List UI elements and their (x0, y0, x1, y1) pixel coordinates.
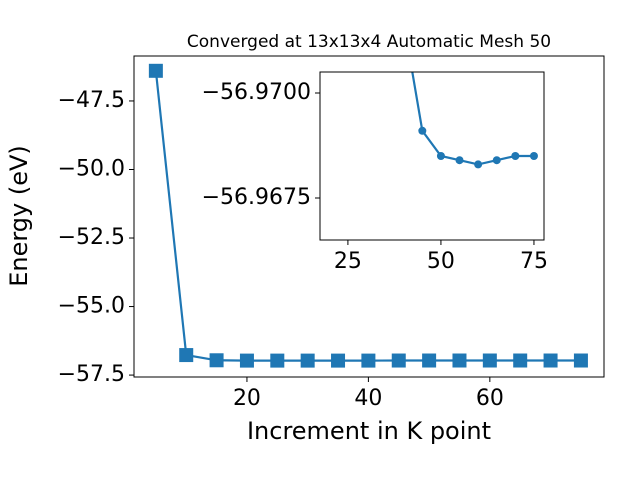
marker (474, 160, 483, 169)
x-tick-label: 25 (334, 249, 362, 274)
chart-title: Converged at 13x13x4 Automatic Mesh 50 (187, 32, 551, 52)
plot-area (411, 72, 538, 169)
marker (529, 152, 538, 160)
marker (391, 353, 406, 368)
axes-frame (133, 55, 605, 378)
y-tick-label: −47.5 (58, 88, 125, 113)
y-axis-label: Energy (eV) (5, 145, 33, 287)
x-tick-label: 40 (354, 386, 382, 411)
marker (418, 126, 427, 135)
y-tick-label: −50.0 (58, 156, 125, 181)
x-tick-label: 60 (476, 386, 504, 411)
x-tick-label: 20 (233, 386, 261, 411)
marker (482, 353, 497, 368)
y-tick-label: −56.9700 (202, 80, 311, 105)
marker (543, 353, 558, 368)
axes-frame (319, 71, 545, 241)
marker (511, 152, 520, 160)
marker (436, 152, 445, 160)
marker (513, 353, 528, 368)
marker (422, 353, 437, 368)
x-axis-label: Increment in K point (247, 417, 491, 445)
plot-area (148, 63, 588, 368)
marker (270, 353, 285, 368)
x-tick-label: 50 (427, 249, 455, 274)
y-tick-label: −57.5 (58, 362, 125, 387)
marker (239, 353, 254, 368)
x-tick-label: 75 (520, 249, 548, 274)
marker (331, 353, 346, 368)
y-tick-label: −52.5 (58, 225, 125, 250)
marker (452, 353, 467, 368)
y-tick-label: −56.9675 (202, 185, 311, 210)
axes-background (320, 72, 544, 240)
marker (361, 353, 376, 368)
marker (209, 353, 224, 368)
marker (455, 156, 464, 165)
marker (492, 156, 501, 165)
marker (300, 353, 315, 368)
marker (573, 353, 588, 368)
y-tick-label: −55.0 (58, 294, 125, 319)
marker (179, 348, 194, 363)
marker (148, 63, 163, 78)
